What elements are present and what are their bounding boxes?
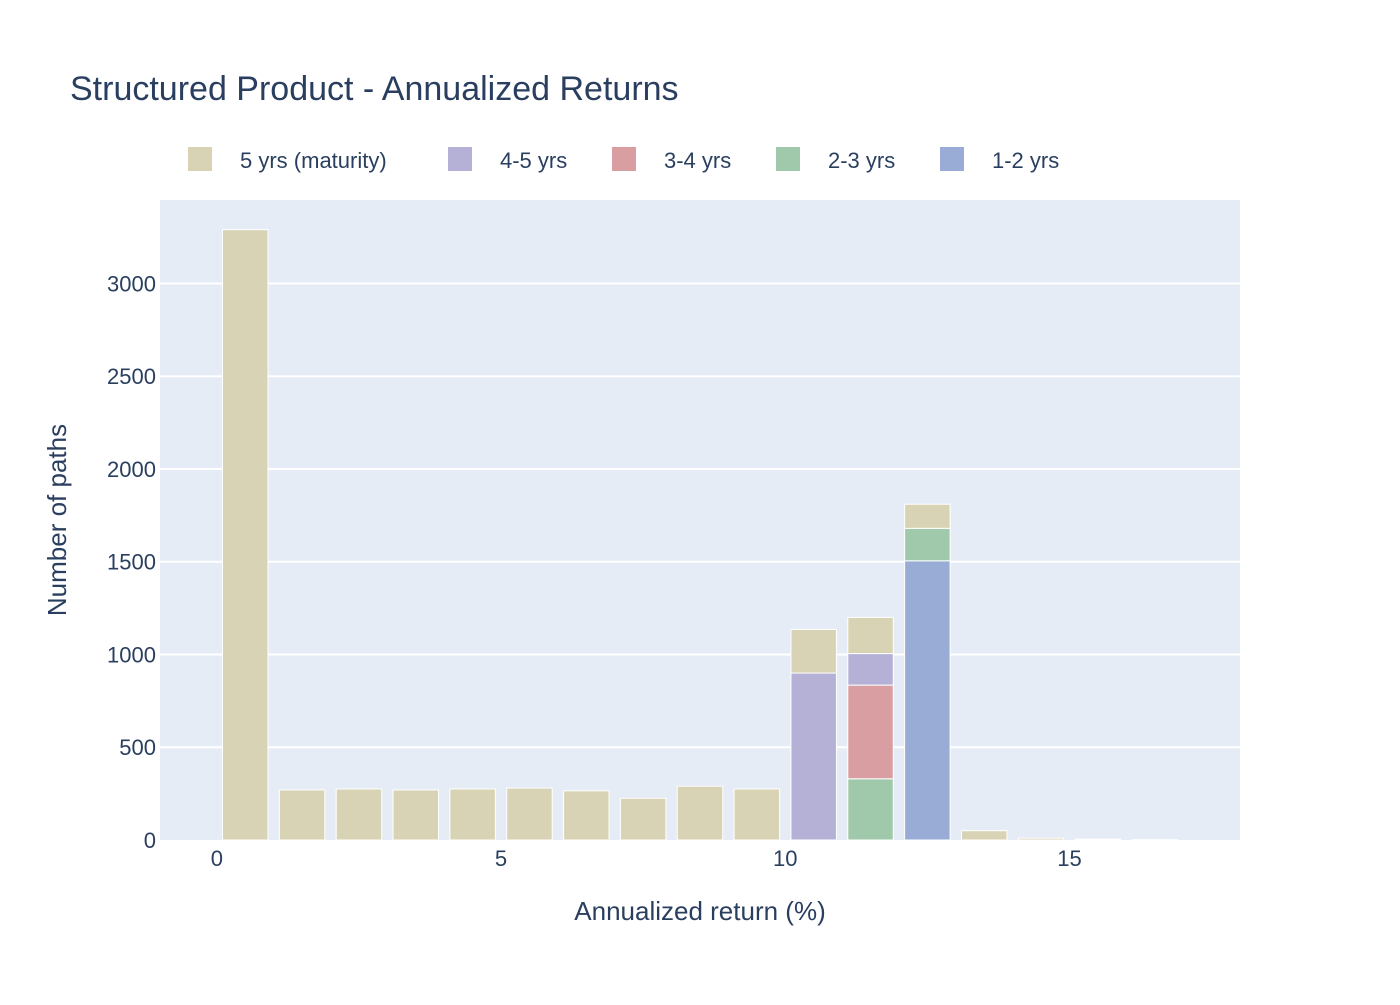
x-axis-title: Annualized return (%): [574, 896, 825, 926]
x-axis-ticks: 0 5 10 15: [211, 846, 1082, 871]
legend-swatch: [776, 147, 800, 171]
legend-item[interactable]: 1-2 yrs: [940, 147, 1059, 173]
legend-label: 3-4 yrs: [664, 148, 731, 173]
bar-segment: [335, 788, 383, 841]
bar-segment: [449, 788, 496, 841]
legend-item[interactable]: 4-5 yrs: [448, 147, 567, 173]
legend-item[interactable]: 3-4 yrs: [612, 147, 731, 173]
y-tick-label: 2500: [107, 364, 156, 389]
bars: [222, 229, 1178, 841]
bar-segment: [1074, 838, 1122, 841]
legend-swatch: [612, 147, 636, 171]
legend-item[interactable]: 2-3 yrs: [776, 147, 895, 173]
bar-segment: [904, 527, 951, 562]
bar-segment: [222, 229, 269, 841]
bar-segment: [847, 616, 894, 655]
gridlines: [160, 282, 1240, 749]
bar-segment: [847, 778, 894, 841]
legend-label: 1-2 yrs: [992, 148, 1059, 173]
bar-segment: [278, 789, 326, 841]
x-tick-label: 15: [1057, 846, 1081, 871]
bar-segment: [1017, 837, 1065, 841]
bar-segment: [847, 684, 894, 780]
legend-swatch: [940, 147, 964, 171]
legend-label: 2-3 yrs: [828, 148, 895, 173]
bar-segment: [790, 672, 837, 841]
y-tick-label: 500: [119, 735, 156, 760]
y-tick-label: 1000: [107, 642, 156, 667]
x-tick-label: 0: [211, 846, 223, 871]
y-tick-label: 3000: [107, 271, 156, 296]
bar-segment: [619, 797, 667, 841]
legend: 5 yrs (maturity) 4-5 yrs 3-4 yrs 2-3 yrs 1-2…: [188, 147, 1059, 173]
bar-segment: [904, 560, 951, 841]
bar-segment: [676, 785, 724, 841]
y-tick-label: 0: [144, 828, 156, 853]
bar-segment: [392, 789, 440, 841]
x-tick-label: 5: [495, 846, 507, 871]
y-axis-ticks: 0 500 1000 1500 2000 2500 3000: [107, 271, 156, 853]
bar-segment: [960, 830, 1008, 841]
plot-background: [160, 200, 1240, 840]
y-tick-label: 2000: [107, 457, 156, 482]
legend-swatch: [188, 147, 212, 171]
bar-segment: [506, 787, 553, 841]
y-tick-label: 1500: [107, 550, 156, 575]
legend-item[interactable]: 5 yrs (maturity): [188, 147, 387, 173]
bar-segment: [563, 790, 610, 841]
legend-label: 5 yrs (maturity): [240, 148, 387, 173]
bar-segment: [904, 503, 951, 529]
bar-segment: [847, 653, 894, 686]
legend-label: 4-5 yrs: [500, 148, 567, 173]
bar-segment: [733, 788, 781, 841]
legend-swatch: [448, 147, 472, 171]
chart-title: Structured Product - Annualized Returns: [70, 70, 679, 108]
bar-segment: [1131, 839, 1178, 841]
x-tick-label: 10: [773, 846, 797, 871]
y-axis-title: Number of paths: [42, 424, 72, 616]
bar-segment: [790, 628, 837, 674]
